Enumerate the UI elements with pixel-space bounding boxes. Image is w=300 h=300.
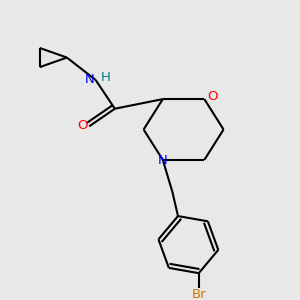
Text: O: O (207, 90, 217, 103)
Text: Br: Br (191, 288, 206, 300)
Text: N: N (158, 154, 168, 167)
Text: N: N (84, 73, 94, 86)
Text: H: H (100, 71, 110, 84)
Text: O: O (77, 119, 88, 132)
